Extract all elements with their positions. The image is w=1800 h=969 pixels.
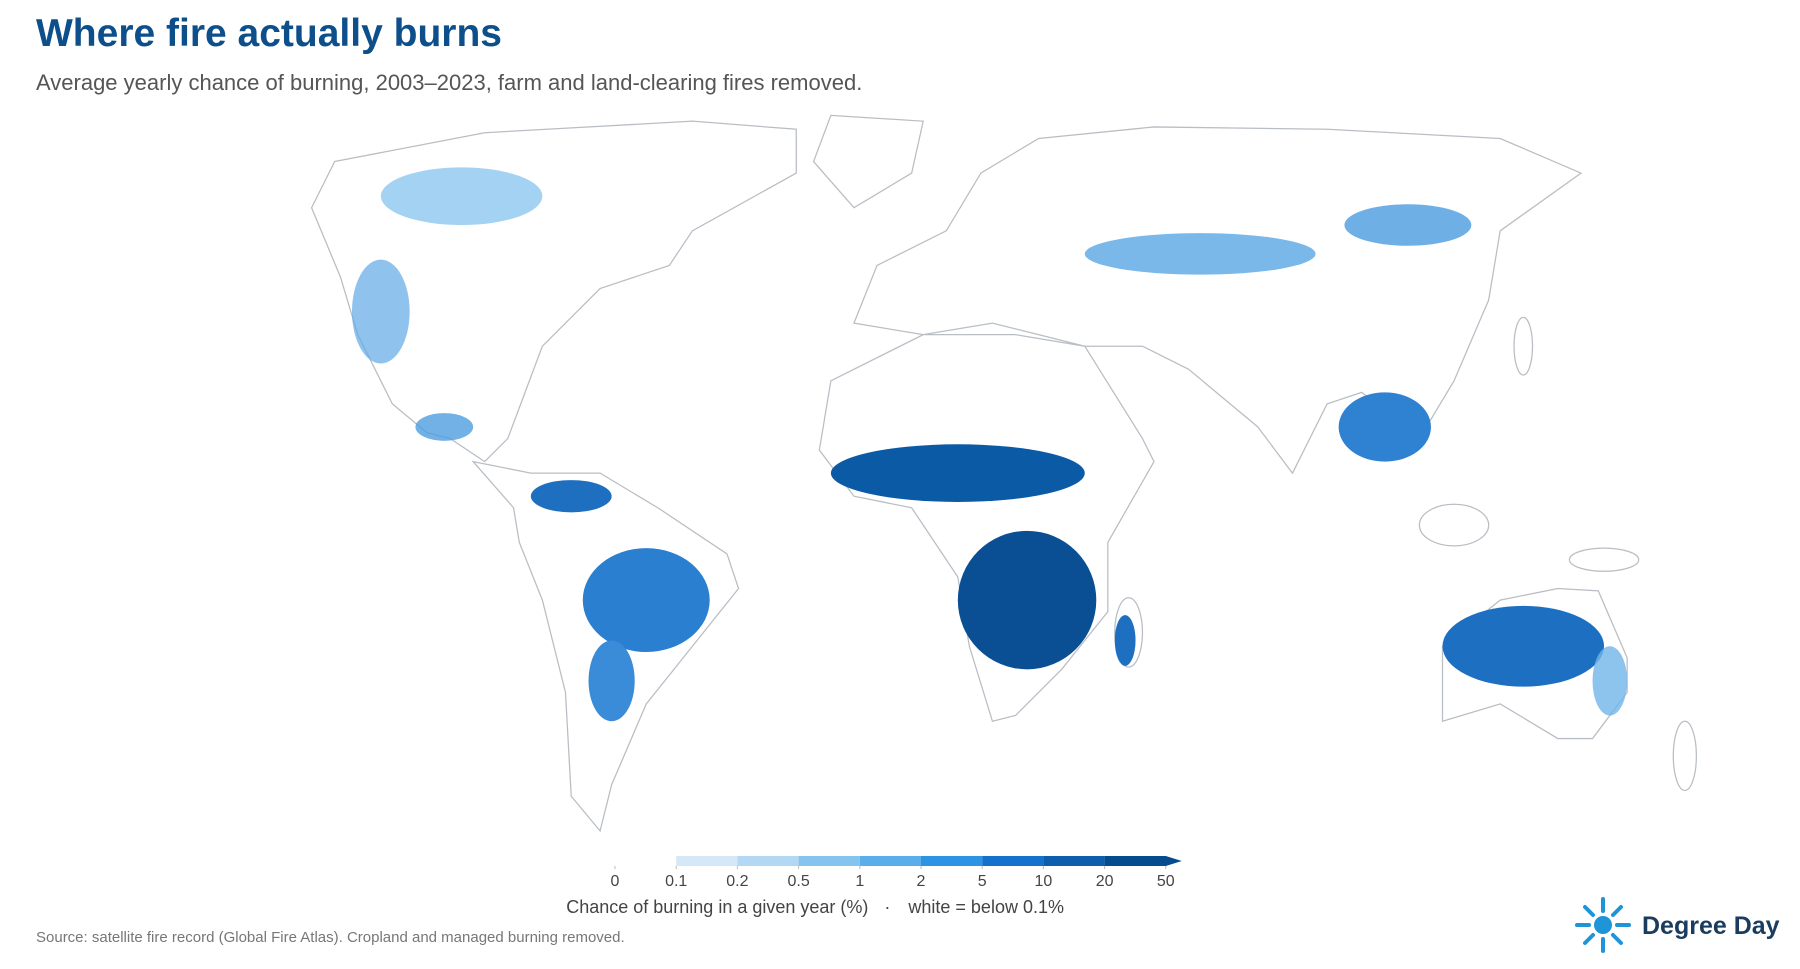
legend-tick-label: 20 (1096, 873, 1114, 890)
greenland (812, 114, 924, 209)
brand-logo (1575, 897, 1631, 953)
fire-brazil (582, 548, 710, 653)
fire-madagascar (1114, 615, 1136, 666)
japan (1513, 316, 1534, 376)
fire-se-asia (1338, 392, 1431, 462)
fire-sahel (830, 444, 1085, 502)
legend-tick-label: 0.1 (665, 873, 687, 890)
legend-label: Chance of burning in a given year (%) (566, 897, 868, 917)
legend-swatch (798, 856, 860, 866)
legend-tick-label: 5 (978, 873, 987, 890)
fire-canada (380, 167, 543, 226)
source: Source: satellite fire record (Global Fi… (36, 929, 625, 946)
legend-note: white = below 0.1% (907, 897, 1064, 917)
legend-swatch (676, 856, 738, 866)
subtitle: Average yearly chance of burning, 2003–2… (36, 70, 863, 95)
legend-swatch (737, 856, 799, 866)
legend-tick-label: 2 (917, 873, 926, 890)
legend-swatch (615, 856, 677, 866)
fire-chaco (588, 640, 635, 722)
logo-rays (1575, 897, 1631, 953)
fire-us-west (351, 259, 410, 364)
indonesia (1418, 503, 1490, 547)
fire-southern-africa (957, 530, 1097, 670)
legend-swatch (1043, 856, 1105, 866)
legend-tick-label: 1 (855, 873, 864, 890)
fire-siberia (1084, 233, 1316, 275)
legend-tick-label: 0.2 (726, 873, 748, 890)
legend-tick-label: 10 (1035, 873, 1053, 890)
new-zealand (1672, 720, 1698, 792)
fire-north-australia (1442, 605, 1605, 687)
legend-swatch (982, 856, 1044, 866)
legend-swatch (921, 856, 983, 866)
fire-venezuela (530, 480, 612, 513)
logo-sun (1594, 916, 1612, 934)
world-map (310, 114, 1698, 833)
legend-tick-label: 0 (611, 873, 620, 890)
title: Where fire actually burns (36, 12, 502, 55)
brand-name: Degree Day (1642, 912, 1780, 940)
legend: 0 0.1 0.2 0.5 1 2 5 10 20 50 Chance of burning in … (566, 856, 1182, 917)
legend-tick-label: 50 (1157, 873, 1175, 890)
fire-east-australia (1592, 646, 1628, 716)
legend-swatch (859, 856, 921, 866)
africa (818, 334, 1155, 723)
legend-tick-label: 0.5 (787, 873, 809, 890)
legend-swatch (1104, 856, 1182, 866)
legend-separator: · (884, 897, 890, 917)
fire-far-east (1344, 204, 1472, 246)
new-guinea (1568, 547, 1640, 572)
fire-mexico (415, 413, 474, 441)
